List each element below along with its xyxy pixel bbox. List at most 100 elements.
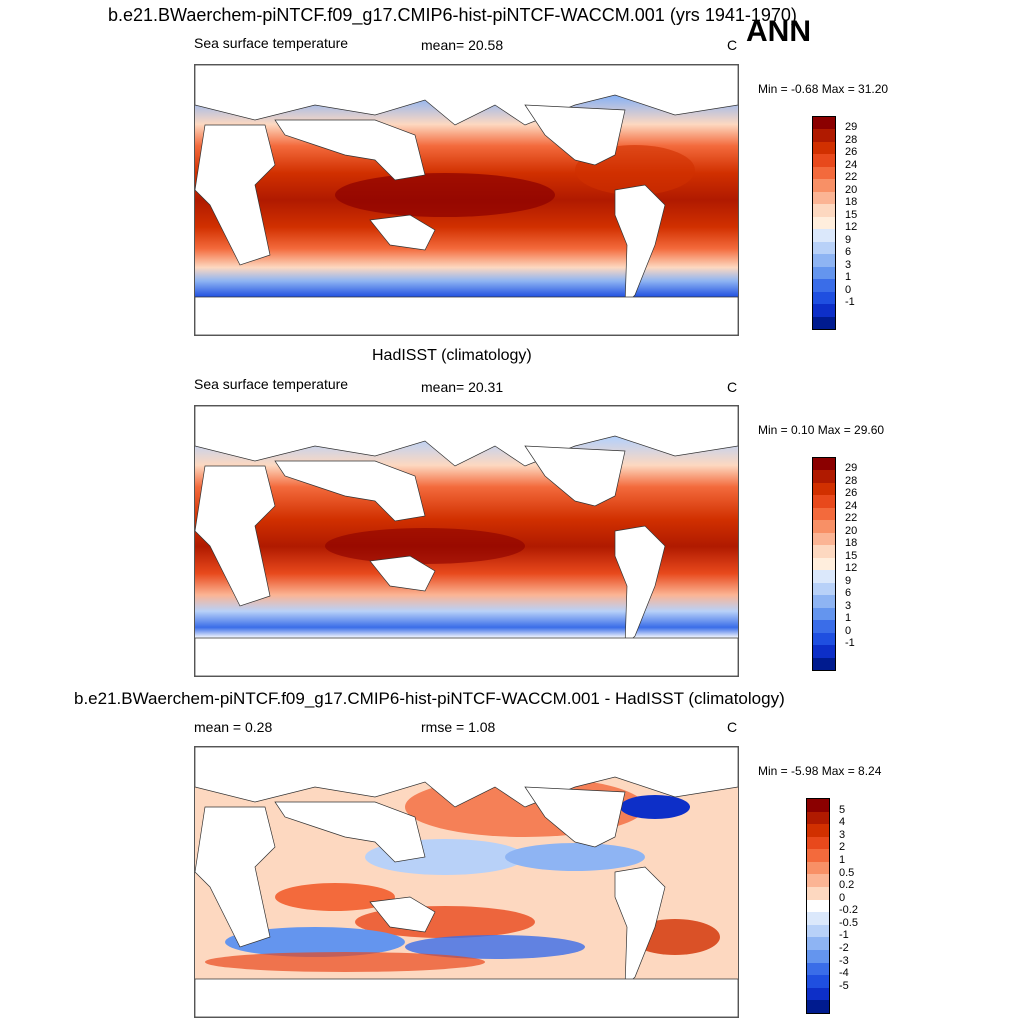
colorbar-level-label: 22 xyxy=(845,512,858,525)
colorbar-level-label: 3 xyxy=(845,599,852,612)
colorbar-level-label: 2 xyxy=(839,841,846,854)
colorbar-swatch xyxy=(813,129,835,142)
panel3-rmse-label: rmse = 1.08 xyxy=(421,719,496,735)
colorbar-level-label: 0.5 xyxy=(839,866,855,879)
panel1-mean-label: mean= 20.58 xyxy=(421,37,504,53)
colorbar-swatch xyxy=(813,557,835,571)
colorbar-level-label: 3 xyxy=(845,258,852,271)
panel1-unit-label: C xyxy=(727,37,738,53)
colorbar-level-label: 9 xyxy=(845,574,852,587)
colorbar-level-label: 4 xyxy=(839,816,846,829)
colorbar-swatch xyxy=(807,975,829,988)
colorbar-swatch xyxy=(807,849,829,862)
panel3-title: b.e21.BWaerchem-piNTCF.f09_g17.CMIP6-his… xyxy=(74,689,785,708)
colorbar-level-label: 3 xyxy=(839,828,846,841)
panel1-map xyxy=(194,64,739,336)
colorbar-swatch xyxy=(813,607,835,621)
colorbar-swatch xyxy=(807,887,829,900)
panel3-mean-label: mean = 0.28 xyxy=(194,719,273,735)
panel2-mean-label: mean= 20.31 xyxy=(421,379,504,395)
colorbar-level-label: -5 xyxy=(839,979,849,992)
colorbar-swatch xyxy=(807,987,829,1001)
colorbar-level-label: 1 xyxy=(845,271,852,284)
colorbar-swatch xyxy=(807,962,829,976)
colorbar-swatch xyxy=(813,520,835,533)
panel2-map xyxy=(194,405,739,677)
panel2-title: HadISST (climatology) xyxy=(372,347,532,364)
colorbar-swatch xyxy=(813,570,835,583)
colorbar-swatch xyxy=(813,632,835,646)
colorbar-swatch xyxy=(813,241,835,255)
colorbar-level-label: 5 xyxy=(839,803,846,816)
panel2-colorbar xyxy=(812,457,836,671)
colorbar-swatch xyxy=(813,532,835,546)
colorbar-swatch xyxy=(813,204,835,217)
colorbar-level-label: 9 xyxy=(845,233,852,246)
colorbar-level-label: 0 xyxy=(839,891,846,904)
colorbar-level-label: 20 xyxy=(845,524,858,537)
panel1-title: b.e21.BWaerchem-piNTCF.f09_g17.CMIP6-his… xyxy=(108,5,797,25)
panel1-sst-map-graphic xyxy=(195,65,738,335)
colorbar-level-label: 28 xyxy=(845,474,858,487)
colorbar-swatch xyxy=(807,924,829,938)
panel3-colorbar xyxy=(806,798,830,1014)
colorbar-swatch xyxy=(813,141,835,155)
colorbar-level-label: 24 xyxy=(845,499,858,512)
colorbar-swatch xyxy=(813,595,835,608)
colorbar-swatch xyxy=(807,899,829,913)
colorbar-level-label: -3 xyxy=(839,954,849,967)
season-label: ANN xyxy=(746,15,811,48)
colorbar-level-label: 0 xyxy=(845,624,852,637)
colorbar-level-label: 24 xyxy=(845,158,858,171)
colorbar-swatch xyxy=(807,861,829,875)
colorbar-swatch xyxy=(813,254,835,267)
colorbar-level-label: 1 xyxy=(839,853,846,866)
colorbar-swatch xyxy=(813,316,835,329)
colorbar-level-label: 1 xyxy=(845,612,852,625)
colorbar-swatch xyxy=(813,279,835,292)
colorbar-level-label: 0.2 xyxy=(839,879,855,892)
colorbar-level-label: 15 xyxy=(845,549,858,562)
colorbar-level-label: 12 xyxy=(845,562,858,575)
panel2-unit-label: C xyxy=(727,379,738,395)
colorbar-level-label: 29 xyxy=(845,121,858,134)
colorbar-swatch xyxy=(807,949,829,963)
colorbar-swatch xyxy=(813,507,835,521)
colorbar-swatch xyxy=(807,811,829,825)
colorbar-level-label: 29 xyxy=(845,462,858,475)
colorbar-swatch xyxy=(813,495,835,508)
panel3-map xyxy=(194,746,739,1018)
colorbar-level-label: 22 xyxy=(845,171,858,184)
colorbar-swatch xyxy=(807,824,829,837)
colorbar-swatch xyxy=(813,291,835,305)
colorbar-swatch xyxy=(813,545,835,558)
colorbar-level-label: -4 xyxy=(839,967,849,980)
colorbar-level-label: -0.2 xyxy=(839,904,858,917)
colorbar-level-label: 26 xyxy=(845,146,858,159)
panel3-minmax-label: Min = -5.98 Max = 8.24 xyxy=(758,764,882,778)
colorbar-level-label: 6 xyxy=(845,246,852,259)
colorbar-swatch xyxy=(813,645,835,658)
colorbar-swatch xyxy=(813,229,835,242)
colorbar-swatch xyxy=(807,912,829,925)
colorbar-swatch xyxy=(807,836,829,850)
colorbar-swatch xyxy=(813,117,835,130)
colorbar-swatch xyxy=(813,166,835,180)
colorbar-swatch xyxy=(813,191,835,205)
colorbar-level-label: 12 xyxy=(845,221,858,234)
colorbar-level-label: 20 xyxy=(845,183,858,196)
colorbar-swatch xyxy=(813,582,835,596)
colorbar-level-label: 18 xyxy=(845,196,858,209)
colorbar-level-label: 6 xyxy=(845,587,852,600)
colorbar-swatch xyxy=(813,482,835,496)
colorbar-level-label: 0 xyxy=(845,283,852,296)
colorbar-level-label: 15 xyxy=(845,208,858,221)
colorbar-swatch xyxy=(813,266,835,280)
colorbar-level-label: -2 xyxy=(839,942,849,955)
colorbar-swatch xyxy=(807,1000,829,1013)
colorbar-level-label: 18 xyxy=(845,537,858,550)
panel2-minmax-label: Min = 0.10 Max = 29.60 xyxy=(758,423,885,437)
colorbar-level-label: 26 xyxy=(845,487,858,500)
colorbar-level-label: -1 xyxy=(839,929,849,942)
colorbar-level-label: 28 xyxy=(845,133,858,146)
